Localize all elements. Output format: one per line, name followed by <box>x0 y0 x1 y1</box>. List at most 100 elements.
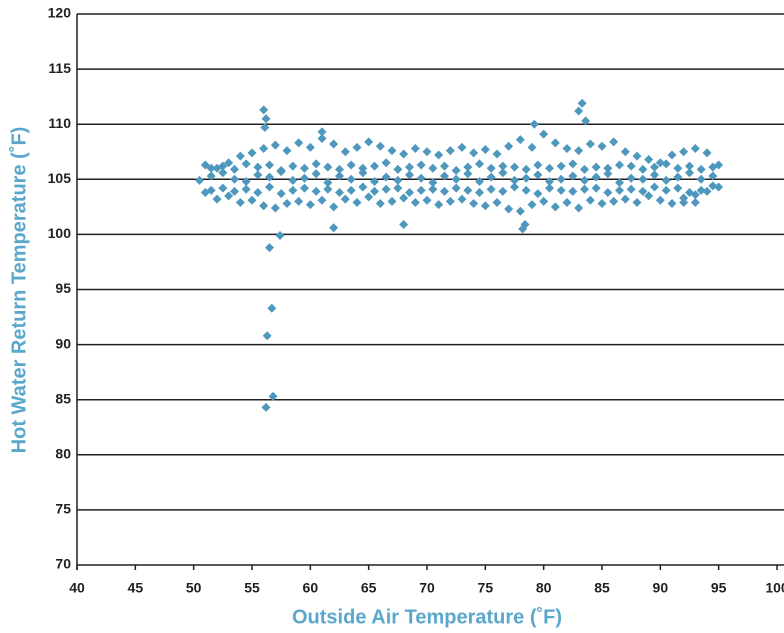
point <box>451 165 461 175</box>
point <box>428 184 438 194</box>
y-tick-label: 105 <box>48 170 72 186</box>
point <box>218 183 228 193</box>
point <box>708 181 718 191</box>
x-tick-label: 80 <box>536 580 552 596</box>
point <box>276 165 286 175</box>
point <box>498 168 508 178</box>
point <box>533 189 543 199</box>
point <box>260 123 270 133</box>
point <box>323 162 333 172</box>
point <box>329 202 339 212</box>
point <box>650 170 659 180</box>
point <box>574 203 584 213</box>
point <box>265 182 274 192</box>
point <box>282 199 292 209</box>
point <box>638 174 648 184</box>
point <box>387 146 397 156</box>
point <box>469 199 479 209</box>
point <box>539 129 549 139</box>
point <box>661 185 671 195</box>
point <box>393 183 403 193</box>
point <box>268 391 278 401</box>
point <box>445 196 455 206</box>
point <box>235 197 245 207</box>
point <box>434 200 444 210</box>
point <box>475 159 484 169</box>
point <box>416 160 426 170</box>
point <box>393 175 403 185</box>
point <box>259 143 269 153</box>
point <box>585 139 595 149</box>
point <box>317 195 327 205</box>
point <box>492 149 502 159</box>
point <box>416 185 426 195</box>
point <box>550 202 560 212</box>
point <box>428 178 438 188</box>
x-tick-label: 55 <box>244 580 260 596</box>
point <box>270 203 280 213</box>
point <box>603 188 613 198</box>
point <box>370 177 379 187</box>
point <box>422 147 432 157</box>
point <box>533 160 543 170</box>
x-tick-label: 65 <box>361 580 377 596</box>
point <box>387 196 397 206</box>
point <box>206 185 216 195</box>
point <box>696 185 706 195</box>
point <box>620 194 630 204</box>
x-axis-title: Outside Air Temperature (˚F) <box>292 605 562 628</box>
point <box>696 174 706 184</box>
point <box>545 163 554 173</box>
point <box>638 186 648 196</box>
point <box>416 173 426 183</box>
point <box>253 170 263 180</box>
point <box>463 169 473 179</box>
point <box>294 196 304 206</box>
point <box>288 161 298 171</box>
point <box>591 183 601 193</box>
point <box>352 142 362 152</box>
point <box>405 170 414 180</box>
point <box>597 199 607 209</box>
point <box>690 197 700 207</box>
point <box>685 168 694 178</box>
point <box>591 162 601 172</box>
point <box>527 200 537 210</box>
point <box>335 164 344 174</box>
point <box>352 197 362 207</box>
point <box>253 188 263 198</box>
point <box>545 177 554 187</box>
point <box>358 182 368 192</box>
point <box>405 162 414 172</box>
point <box>375 199 385 209</box>
point <box>224 158 234 168</box>
point <box>667 150 677 160</box>
point <box>562 143 572 153</box>
x-tick-label: 50 <box>186 580 202 596</box>
x-tick-label: 70 <box>419 580 435 596</box>
point <box>504 204 514 214</box>
point <box>486 172 496 182</box>
point <box>375 141 385 151</box>
point <box>591 172 601 182</box>
point <box>673 172 683 182</box>
point <box>445 146 455 156</box>
point <box>615 178 624 188</box>
point <box>346 160 356 170</box>
point <box>644 191 654 201</box>
point <box>673 163 683 173</box>
point <box>609 137 619 147</box>
point <box>399 149 409 159</box>
point <box>440 171 449 181</box>
point <box>520 219 530 229</box>
point <box>615 160 624 170</box>
point <box>393 164 403 174</box>
point <box>241 177 251 187</box>
point <box>370 161 379 171</box>
point <box>346 185 356 195</box>
point <box>475 188 484 198</box>
point <box>440 186 449 196</box>
point <box>585 195 595 205</box>
point <box>533 170 543 180</box>
point <box>708 171 718 181</box>
